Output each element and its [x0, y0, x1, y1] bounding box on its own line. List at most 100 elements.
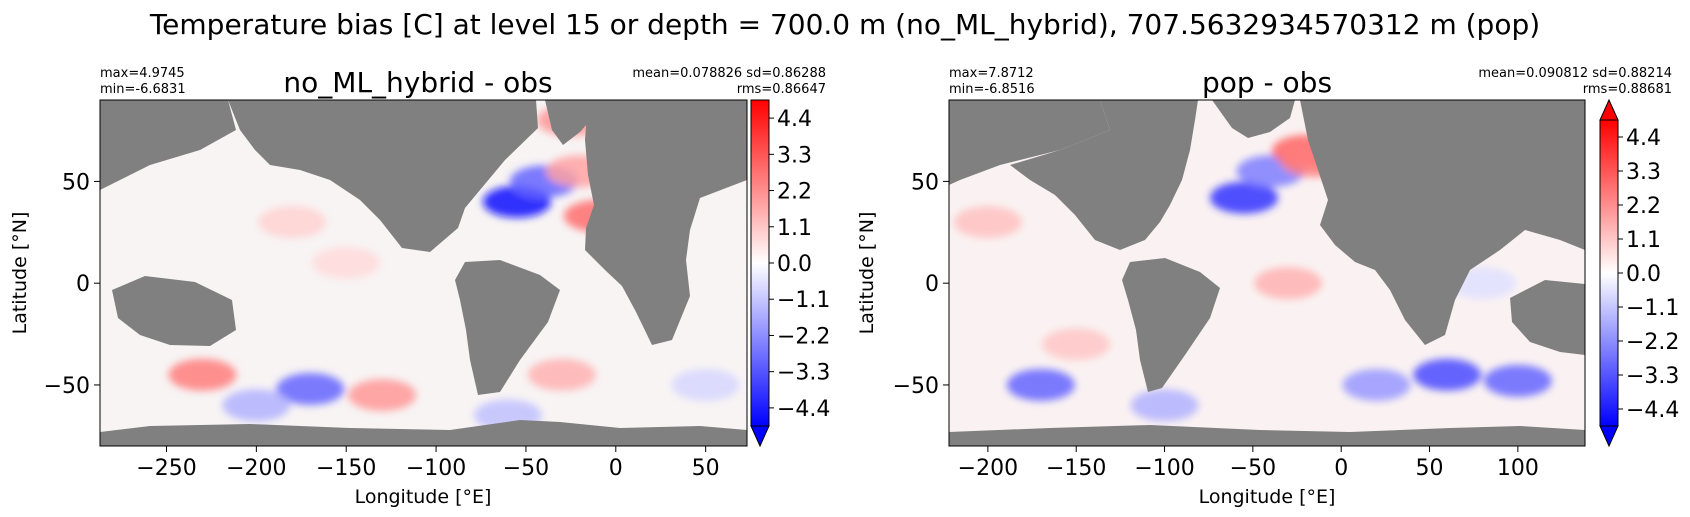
bias-patch: [348, 379, 417, 412]
bias-patch: [276, 373, 345, 406]
land-africa-eurasia: [1300, 100, 1585, 345]
y-tick-label: 50: [62, 170, 90, 195]
bias-patch: [1342, 368, 1411, 401]
stat-min: min=-6.8516: [949, 82, 1035, 97]
x-ticks: −250 −200 −150 −100 −50 0 50: [136, 446, 720, 481]
map-area: [100, 100, 747, 446]
colorbar-tick-label: 0.0: [777, 252, 812, 277]
stat-mean-sd: mean=0.090812 sd=0.88214: [1478, 66, 1672, 81]
colorbar-tick-label: −2.2: [777, 324, 830, 349]
land-australia: [1510, 280, 1585, 355]
land-eurasia-west: [949, 100, 1110, 185]
colorbar-tick-label: 4.4: [1626, 126, 1661, 151]
stat-min: min=-6.6831: [100, 82, 186, 97]
x-tick-label: 0: [1334, 456, 1348, 481]
bias-patch: [1483, 364, 1552, 397]
stat-rms: rms=0.88681: [1583, 82, 1672, 97]
x-tick-label: −50: [1230, 456, 1276, 481]
y-tick-label: −50: [893, 374, 939, 399]
colorbar-tick-label: −1.1: [1626, 296, 1679, 321]
x-tick-label: −50: [503, 456, 549, 481]
bias-patch: [671, 368, 740, 401]
colorbar-tick-label: −4.4: [1626, 398, 1679, 423]
colorbar-extend-max: [1599, 98, 1619, 121]
colorbar-tick-label: 4.4: [777, 107, 812, 132]
panel-title: pop - obs: [1202, 66, 1332, 99]
x-tick-label: 0: [609, 456, 623, 481]
y-axis-label: Latitude [°N]: [856, 212, 878, 335]
map-frame: [948, 99, 1586, 447]
land-south-america: [455, 260, 560, 395]
y-tick-label: −50: [44, 374, 90, 399]
land-antarctica: [949, 425, 1585, 446]
bias-patch: [168, 358, 237, 391]
bias-patch: [1130, 389, 1199, 422]
colorbar-tick-label: 2.2: [1626, 194, 1661, 219]
map-frame: [99, 99, 748, 447]
colorbar-tick-label: 1.1: [1626, 228, 1661, 253]
figure-suptitle: Temperature bias [C] at level 15 or dept…: [149, 8, 1540, 41]
land-greenland: [1212, 100, 1295, 138]
bias-patch: [1042, 328, 1111, 361]
bias-patch: [312, 246, 381, 279]
colorbar-tick-label: 2.2: [777, 180, 812, 205]
y-ticks: 50 0 −50: [893, 170, 949, 399]
colorbar-tick-label: 3.3: [777, 143, 812, 168]
x-tick-label: 50: [1416, 456, 1444, 481]
colorbar-tick-label: −3.3: [1626, 364, 1679, 389]
colorbar-tick-label: −1.1: [777, 288, 830, 313]
land-australia: [112, 276, 236, 346]
bias-patch: [1210, 181, 1279, 214]
bias-patch: [1254, 267, 1323, 300]
y-axis-label: Latitude [°N]: [9, 212, 31, 335]
stat-rms: rms=0.86647: [737, 82, 826, 97]
colorbar-extend-min: [1599, 425, 1619, 448]
land-greenland: [545, 100, 600, 145]
colorbar-tick-label: −3.3: [777, 361, 830, 386]
x-tick-label: −250: [136, 456, 196, 481]
bias-patch: [953, 206, 1022, 239]
x-tick-label: 50: [692, 456, 720, 481]
land-south-america: [1122, 258, 1220, 392]
panel-no-ml-hybrid: no_ML_hybrid - obs max=4.9745 min=-6.683…: [9, 66, 830, 508]
land-north-america: [1010, 100, 1198, 250]
x-ticks: −200 −150 −100 −50 0 50 100: [958, 446, 1539, 481]
colorbar-tick-label: −4.4: [777, 397, 830, 422]
colorbar-extend-min: [750, 425, 770, 448]
bias-patch: [222, 389, 291, 422]
colorbar-tick-label: 3.3: [1626, 160, 1661, 185]
colorbar-tick-label: 0.0: [1626, 262, 1661, 287]
colorbar: 4.4 3.3 2.2 1.1 0.0 −1.1 −2.2 −3.3 −4.4: [1599, 98, 1679, 448]
colorbar-tick-label: −2.2: [1626, 330, 1679, 355]
panel-pop: pop - obs max=7.8712 min=-6.8516 mean=0.…: [856, 66, 1679, 508]
land-africa-europe: [585, 100, 747, 345]
y-tick-label: 50: [911, 170, 939, 195]
x-axis-label: Longitude [°E]: [355, 486, 492, 508]
panel-title: no_ML_hybrid - obs: [283, 66, 552, 99]
bias-patch: [1006, 368, 1075, 401]
x-tick-label: −100: [1134, 456, 1194, 481]
bias-patch: [258, 206, 327, 239]
colorbar: 4.4 3.3 2.2 1.1 0.0 −1.1 −2.2 −3.3 −4.4: [750, 99, 830, 448]
x-tick-label: −100: [406, 456, 466, 481]
land-eurasia-west: [100, 100, 236, 190]
y-tick-label: 0: [925, 272, 939, 297]
colorbar-tick-label: 1.1: [777, 216, 812, 241]
x-tick-label: −200: [226, 456, 286, 481]
map-area: [949, 100, 1585, 446]
land-antarctica: [100, 420, 747, 446]
x-axis-label: Longitude [°E]: [1199, 486, 1336, 508]
bias-patch: [527, 358, 596, 391]
x-tick-label: −150: [1046, 456, 1106, 481]
x-tick-label: −150: [316, 456, 376, 481]
x-tick-label: −200: [958, 456, 1018, 481]
stat-max: max=7.8712: [949, 66, 1034, 81]
stat-mean-sd: mean=0.078826 sd=0.86288: [632, 66, 826, 81]
land-north-america: [228, 100, 538, 252]
y-ticks: 50 0 −50: [44, 170, 100, 399]
stat-max: max=4.9745: [100, 66, 185, 81]
x-tick-label: 100: [1497, 456, 1539, 481]
y-tick-label: 0: [76, 272, 90, 297]
bias-patch: [1413, 358, 1482, 391]
